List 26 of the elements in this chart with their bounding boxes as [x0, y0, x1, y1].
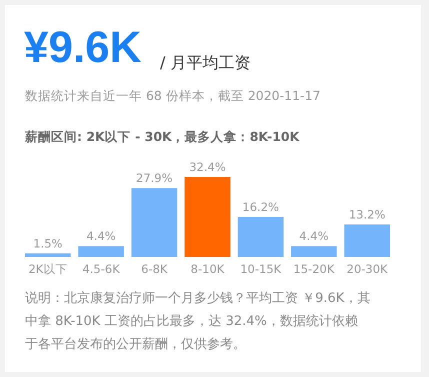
bar — [184, 177, 230, 257]
bar — [131, 188, 178, 257]
chart-subtitle: / 月平均工资 — [160, 53, 250, 72]
x-tick-label: 2K以下 — [28, 262, 68, 276]
data-label: 13.2% — [348, 207, 386, 222]
x-tick-label: 4.5-6K — [82, 262, 120, 276]
text: 数据统计来自近一年 68 份样本，截至 2020-11-17 — [25, 88, 320, 103]
data-label: 4.4% — [86, 229, 116, 244]
bar — [78, 246, 124, 257]
x-tick-label: 10-15K — [240, 262, 282, 276]
data-label: 16.2% — [242, 200, 280, 214]
bar — [344, 224, 390, 257]
x-tick-label: 6-8K — [141, 262, 168, 276]
bar — [291, 246, 337, 257]
x-tick-label: 8-10K — [190, 262, 225, 276]
text: 说明：北京康复治疗师一个月多少钱？平均工资 ￥9.6K，其中拿 8K-10K 工资的占比最多，达 32.4%，数据统计依赖于各平台发布的公开薪酬，仅供参考。 — [25, 291, 370, 352]
bar — [238, 217, 284, 257]
chart-title: ¥9.6K — [24, 23, 142, 72]
x-tick-label: 15-20K — [293, 262, 335, 276]
data-label: 4.4% — [299, 229, 329, 244]
data-label: 1.5% — [33, 236, 63, 250]
bar — [25, 253, 71, 257]
x-tick-label: 20-30K — [346, 262, 388, 276]
text: 薪酬区间: 2K以下 - 30K，最多人拿：8K-10K — [24, 129, 301, 144]
data-label: 32.4% — [189, 160, 226, 174]
data-label: 27.9% — [136, 171, 173, 186]
